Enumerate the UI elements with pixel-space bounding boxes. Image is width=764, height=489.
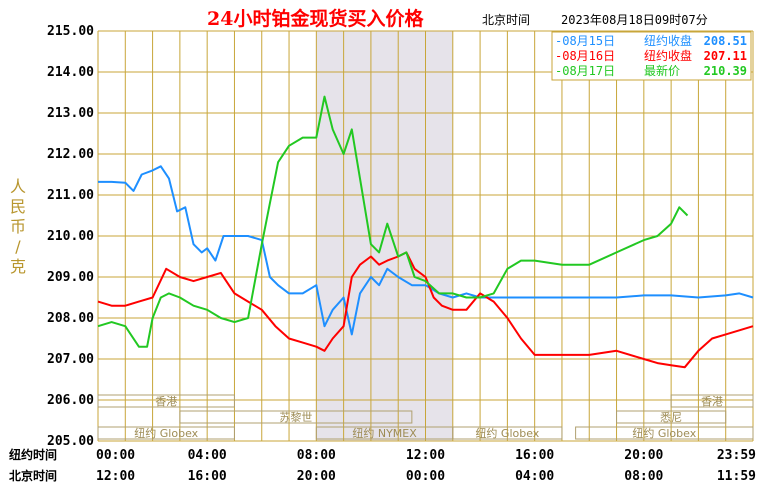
y-tick-label: 214.00 [47, 65, 94, 80]
legend-date: -08月15日 [555, 34, 615, 48]
session-label: 纽约 Globex [475, 426, 539, 440]
x-tick-label: 00:00 [96, 448, 135, 463]
legend-value: 208.51 [704, 34, 747, 48]
session-box [97, 426, 235, 440]
y-tick-label: 212.00 [47, 147, 94, 162]
grid-layer [97, 30, 754, 442]
session-label: 纽约 Globex [134, 426, 198, 440]
session-box [616, 410, 727, 424]
legend: -08月15日 纽约收盘 208.51-08月16日 纽约收盘 207.11-08月17… [551, 31, 752, 81]
x-tick-label: 16:00 [188, 469, 227, 484]
x-tick-label: 16:00 [515, 448, 554, 463]
session-label: 悉尼 [660, 411, 682, 424]
x-tick-label: 04:00 [188, 448, 227, 463]
x-tick-label: 08:00 [624, 469, 663, 484]
x-tick-label: 08:00 [297, 448, 336, 463]
y-tick-label: 206.00 [47, 393, 94, 408]
legend-date: -08月16日 [555, 49, 615, 63]
timestamp-label: 2023年08月18日09时07分 [561, 13, 708, 27]
x-tick-label: 20:00 [624, 448, 663, 463]
legend-box [551, 31, 752, 81]
y-tick-label: 208.00 [47, 311, 94, 326]
y-tick-label: 211.00 [47, 188, 94, 203]
legend-label: 最新价 [644, 63, 680, 78]
session-box [575, 426, 754, 440]
series-layer [97, 95, 754, 369]
session-box [179, 410, 413, 424]
y-axis-title-char: 人 [10, 177, 26, 196]
x-tick-label: 11:59 [717, 469, 756, 484]
x-tick-label: 12:00 [406, 448, 445, 463]
session-label: 香港 [701, 395, 723, 408]
series-line-1 [98, 165, 754, 336]
y-tick-label: 209.00 [47, 270, 94, 285]
session-box [670, 394, 754, 408]
x-tick-labels: 纽约时间 00:00 04:00 08:00 12:00 16:00 20:00 23:59 北… [9, 447, 756, 484]
y-tick-label: 207.00 [47, 352, 94, 367]
session-label: 纽约 Globex [632, 426, 696, 440]
x-tick-label: 23:59 [717, 448, 756, 463]
y-tick-label: 215.00 [47, 24, 94, 39]
legend-value: 207.11 [704, 49, 747, 63]
y-axis-title-char: 币 [10, 217, 26, 236]
x-tick-label: 20:00 [297, 469, 336, 484]
session-box [452, 426, 563, 440]
session-label: 纽约 NYMEX [352, 426, 417, 440]
y-axis-title-char: 民 [10, 197, 26, 216]
session-label: 香港 [155, 395, 177, 408]
session-box [97, 394, 235, 408]
y-axis-title-char: / [15, 237, 21, 256]
x-tick-label: 12:00 [96, 469, 135, 484]
x-row-name: 北京时间 [9, 468, 57, 483]
x-tick-label: 00:00 [406, 469, 445, 484]
y-axis-title-char: 克 [10, 257, 26, 276]
series-line-2 [97, 251, 754, 369]
series-line-3 [97, 95, 689, 348]
y-tick-label: 210.00 [47, 229, 94, 244]
chart-title: 24小时铂金现货买入价格 [207, 7, 424, 30]
legend-value: 210.39 [704, 64, 747, 78]
y-tick-labels: 215.00 214.00 213.00 212.00 211.00 210.00 209.… [47, 24, 94, 449]
timezone-label: 北京时间 [482, 13, 530, 27]
session-label: 苏黎世 [279, 410, 312, 424]
legend-date: -08月17日 [555, 64, 615, 78]
y-tick-label: 213.00 [47, 106, 94, 121]
y-tick-label: 205.00 [47, 434, 94, 449]
legend-label: 纽约收盘 [644, 48, 692, 63]
x-row-name: 纽约时间 [9, 447, 57, 462]
y-axis-title: 人民币/克 [10, 177, 26, 276]
legend-label: 纽约收盘 [644, 33, 692, 48]
x-tick-label: 04:00 [515, 469, 554, 484]
